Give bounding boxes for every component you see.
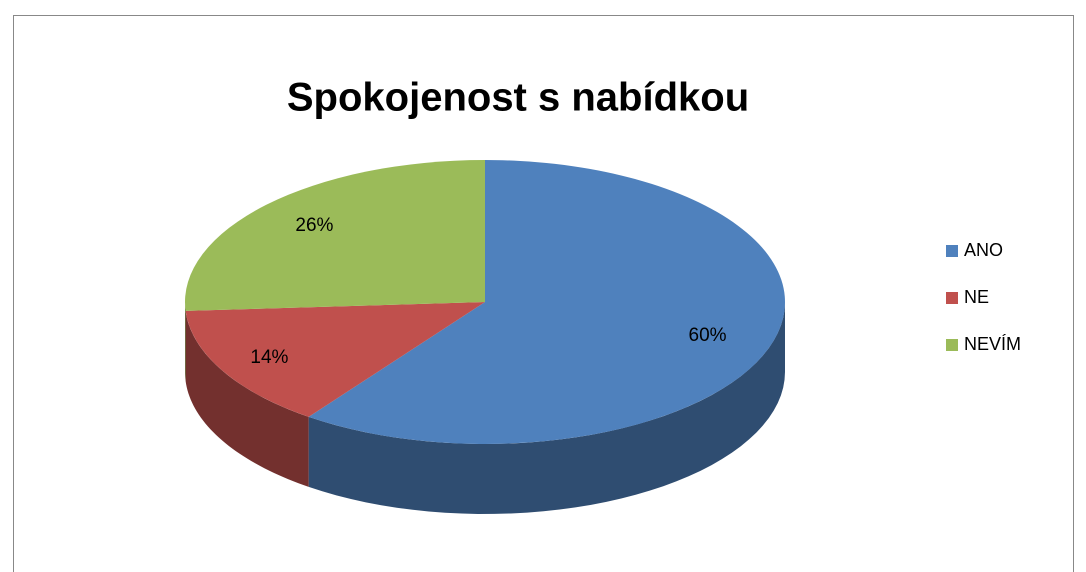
legend-label: ANO <box>964 240 1003 260</box>
data-label: 60% <box>689 325 727 346</box>
legend-swatch <box>946 339 958 351</box>
legend-label: NEVÍM <box>964 334 1021 354</box>
slice-side <box>185 310 309 487</box>
slice-side <box>185 302 186 381</box>
data-label: 14% <box>250 347 288 368</box>
slice-side <box>308 302 785 514</box>
legend-swatch <box>946 292 958 304</box>
slice <box>185 302 485 417</box>
legend-swatch <box>946 245 958 257</box>
data-label: 26% <box>295 215 333 236</box>
slice <box>185 160 485 311</box>
legend-label: NE <box>964 287 989 307</box>
slice <box>308 160 786 444</box>
chart-title: Spokojenost s nabídkou <box>287 76 749 120</box>
